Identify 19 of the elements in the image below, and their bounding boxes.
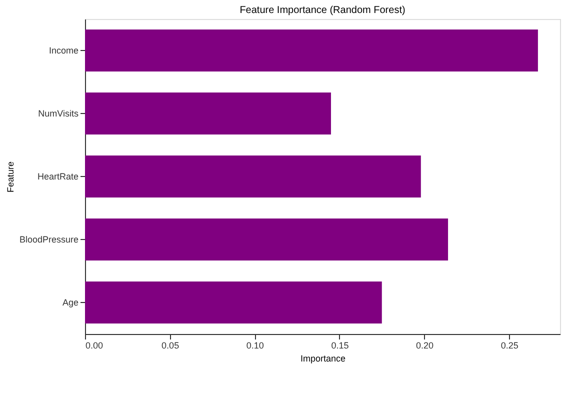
y-tick-label: HeartRate	[37, 172, 78, 182]
y-tick-label: NumVisits	[38, 108, 79, 118]
y-tick-label: BloodPressure	[19, 234, 78, 244]
x-tick-label: 0.20	[416, 340, 434, 350]
bar	[85, 92, 331, 134]
y-axis-title: Feature	[5, 161, 16, 193]
bar	[85, 282, 382, 324]
y-tick-label: Income	[48, 46, 78, 56]
bar	[85, 30, 538, 72]
x-tick-label: 0.10	[246, 340, 264, 350]
bar	[85, 156, 421, 198]
x-axis-title: Importance	[300, 354, 346, 364]
x-tick-label: 0.15	[331, 340, 349, 350]
bar	[85, 218, 448, 260]
y-tick-label: Age	[62, 298, 78, 308]
x-tick-label: 0.00	[86, 340, 104, 350]
chart-title: Feature Importance (Random Forest)	[240, 5, 406, 16]
x-tick-label: 0.05	[162, 340, 180, 350]
x-tick-label: 0.25	[500, 340, 518, 350]
